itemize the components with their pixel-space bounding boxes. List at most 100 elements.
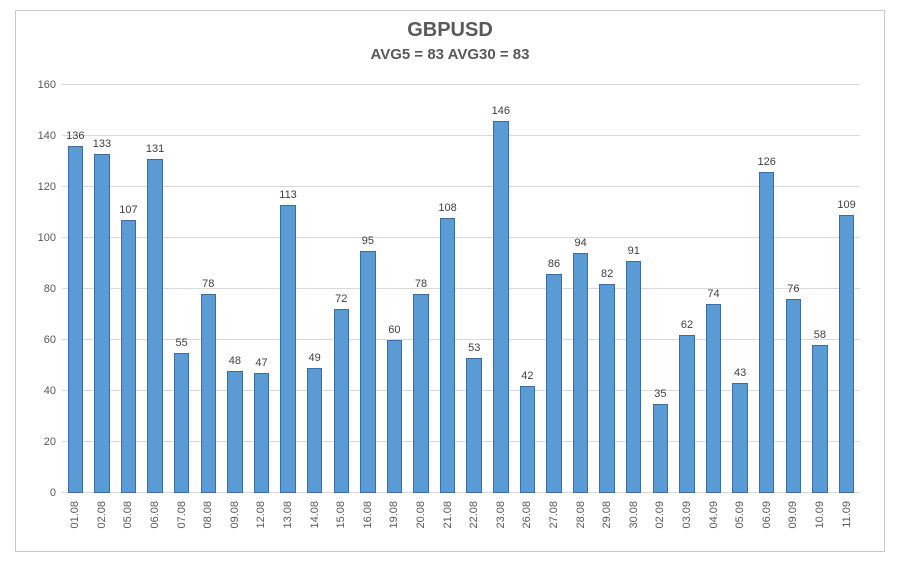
bar (307, 368, 322, 493)
chart-container: GBPUSD AVG5 = 83 AVG30 = 83 020406080100… (15, 10, 885, 552)
bar (440, 218, 455, 493)
bar-slot: 95 (355, 85, 382, 493)
x-tick-label: 02.09 (654, 501, 666, 529)
bar-slot: 94 (567, 85, 594, 493)
x-tick-label: 23.08 (495, 501, 507, 529)
bar-value-label: 53 (468, 342, 480, 354)
bar-slot: 126 (753, 85, 780, 493)
bar-value-label: 133 (93, 138, 111, 150)
x-tick-slot: 08.08 (195, 497, 222, 545)
bar-value-label: 109 (837, 199, 855, 211)
x-tick-slot: 30.08 (620, 497, 647, 545)
bar-value-label: 78 (415, 278, 427, 290)
x-tick-slot: 27.08 (541, 497, 568, 545)
bar-slot: 136 (62, 85, 89, 493)
x-tick-slot: 19.08 (381, 497, 408, 545)
x-tick-label: 15.08 (335, 501, 347, 529)
x-tick-slot: 02.09 (647, 497, 674, 545)
x-tick-slot: 11.09 (833, 497, 860, 545)
x-tick-label: 02.08 (96, 501, 108, 529)
x-tick-label: 26.08 (521, 501, 533, 529)
bar (147, 159, 162, 493)
bar-value-label: 126 (758, 156, 776, 168)
bar (227, 371, 242, 493)
x-tick-slot: 16.08 (355, 497, 382, 545)
x-tick-slot: 07.08 (168, 497, 195, 545)
x-tick-label: 22.08 (468, 501, 480, 529)
bar-slot: 109 (833, 85, 860, 493)
bar (413, 294, 428, 493)
x-tick-slot: 01.08 (62, 497, 89, 545)
bar-value-label: 62 (681, 319, 693, 331)
x-tick-slot: 10.09 (807, 497, 834, 545)
y-tick-label: 60 (44, 334, 62, 346)
x-tick-slot: 26.08 (514, 497, 541, 545)
bar (546, 274, 561, 493)
y-tick-label: 100 (38, 232, 62, 244)
x-tick-slot: 09.09 (780, 497, 807, 545)
x-tick-label: 13.08 (282, 501, 294, 529)
x-tick-label: 20.08 (415, 501, 427, 529)
bar-value-label: 72 (335, 293, 347, 305)
bar-slot: 76 (780, 85, 807, 493)
bar-value-label: 108 (438, 202, 456, 214)
bar (280, 205, 295, 493)
x-tick-slot: 20.08 (408, 497, 435, 545)
bar-slot: 108 (434, 85, 461, 493)
x-tick-label: 19.08 (388, 501, 400, 529)
bar-value-label: 136 (66, 130, 84, 142)
y-tick-label: 140 (38, 130, 62, 142)
chart-subtitle: AVG5 = 83 AVG30 = 83 (16, 46, 884, 63)
bar (679, 335, 694, 493)
bar-slot: 74 (700, 85, 727, 493)
bar-value-label: 146 (492, 105, 510, 117)
x-tick-label: 16.08 (362, 501, 374, 529)
bar (68, 146, 83, 493)
bar-value-label: 42 (521, 370, 533, 382)
x-tick-slot: 05.08 (115, 497, 142, 545)
x-tick-label: 05.09 (734, 501, 746, 529)
x-tick-label: 08.08 (202, 501, 214, 529)
x-tick-slot: 06.09 (753, 497, 780, 545)
y-tick-label: 20 (44, 436, 62, 448)
bar-slot: 131 (142, 85, 169, 493)
x-tick-slot: 06.08 (142, 497, 169, 545)
bar-value-label: 76 (787, 283, 799, 295)
bar-value-label: 131 (146, 143, 164, 155)
y-tick-label: 80 (44, 283, 62, 295)
bar-value-label: 47 (255, 357, 267, 369)
bar-slot: 78 (195, 85, 222, 493)
x-tick-label: 11.09 (841, 501, 853, 528)
bar-value-label: 95 (362, 235, 374, 247)
x-tick-slot: 04.09 (700, 497, 727, 545)
bar-slot: 86 (541, 85, 568, 493)
bar (121, 220, 136, 493)
x-tick-slot: 13.08 (275, 497, 302, 545)
x-tick-slot: 22.08 (461, 497, 488, 545)
bar (520, 386, 535, 493)
bar (94, 154, 109, 493)
x-tick-label: 06.08 (149, 501, 161, 529)
x-tick-slot: 05.09 (727, 497, 754, 545)
bar (786, 299, 801, 493)
bar-slot: 60 (381, 85, 408, 493)
bar-value-label: 78 (202, 278, 214, 290)
bar-slot: 113 (275, 85, 302, 493)
bar (626, 261, 641, 493)
bar-slot: 58 (807, 85, 834, 493)
bar (387, 340, 402, 493)
chart-title: GBPUSD (16, 19, 884, 42)
bar-value-label: 55 (176, 337, 188, 349)
bar (599, 284, 614, 493)
bar (839, 215, 854, 493)
bar-slot: 72 (328, 85, 355, 493)
x-tick-label: 06.09 (761, 501, 773, 529)
bar (573, 253, 588, 493)
bar-value-label: 107 (119, 204, 137, 216)
bar (759, 172, 774, 493)
y-tick-label: 0 (50, 487, 62, 499)
bar-value-label: 82 (601, 268, 613, 280)
bar (334, 309, 349, 493)
y-tick-label: 120 (38, 181, 62, 193)
x-tick-slot: 21.08 (434, 497, 461, 545)
